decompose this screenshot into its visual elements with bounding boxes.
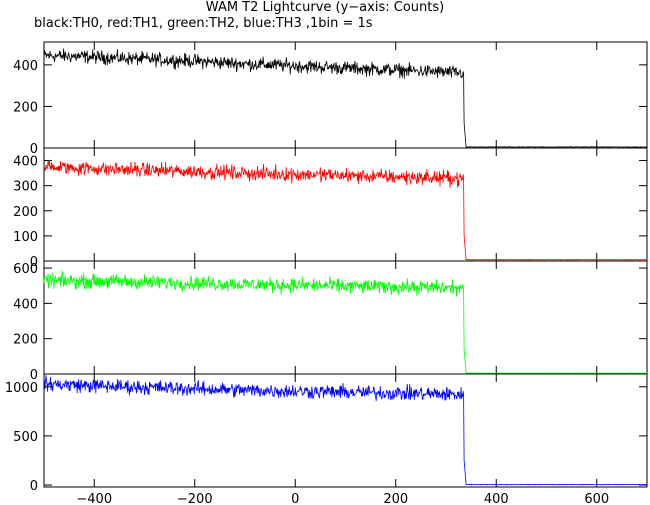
y-tick-label-th1: 400 — [13, 155, 38, 170]
x-tick-label: 400 — [484, 492, 509, 505]
y-tick-label-th2: 200 — [13, 333, 38, 348]
y-tick-label-th3: 0 — [30, 479, 38, 494]
x-tick-label: −400 — [76, 492, 112, 505]
series-line-th3 — [43, 375, 647, 486]
x-tick-label: 600 — [584, 492, 609, 505]
y-tick-label-th0: 200 — [13, 100, 38, 115]
y-tick-label-th0: 0 — [30, 142, 38, 157]
x-tick-label: 200 — [383, 492, 408, 505]
y-tick-label-th3: 1000 — [5, 381, 38, 396]
panel-frame-th3 — [43, 373, 648, 488]
series-line-th1 — [43, 159, 648, 261]
chart-title: WAM T2 Lightcurve (y−axis: Counts) — [205, 0, 445, 15]
x-tick-label: 0 — [291, 492, 299, 505]
y-tick-label-th2: 600 — [13, 262, 38, 277]
y-tick-label-th1: 0 — [30, 255, 38, 270]
y-tick-label-th0: 400 — [13, 59, 38, 74]
panel-frame-th2 — [43, 260, 648, 375]
y-tick-label-th2: 0 — [30, 368, 38, 383]
chart-subtitle: black:TH0, red:TH1, green:TH2, blue:TH3 … — [34, 16, 373, 31]
y-tick-label-th1: 200 — [13, 205, 38, 220]
y-tick-label-th1: 100 — [13, 230, 38, 245]
series-line-th2 — [43, 270, 648, 374]
y-tick-label-th2: 400 — [13, 297, 38, 312]
x-tick-label: −200 — [177, 492, 213, 505]
series-line-th0 — [43, 48, 648, 148]
y-tick-label-th3: 500 — [13, 430, 38, 445]
y-tick-label-th1: 300 — [13, 180, 38, 195]
